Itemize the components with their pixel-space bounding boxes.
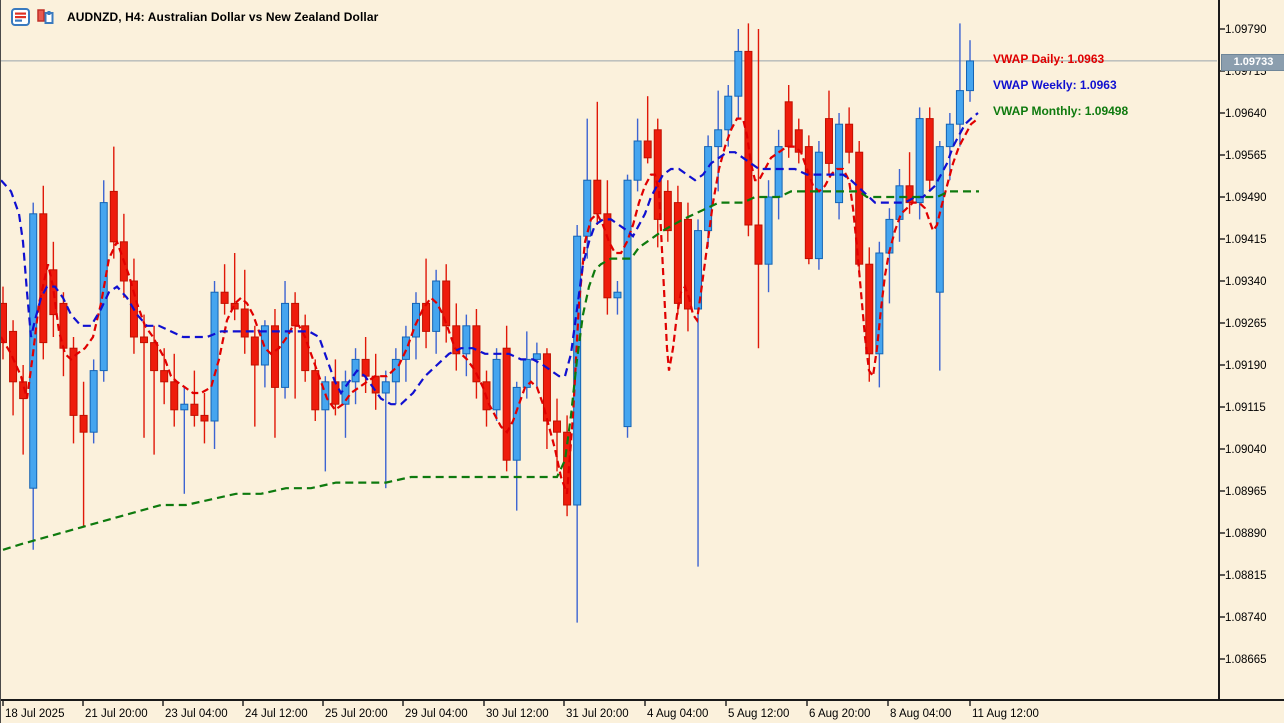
- svg-text:5 Aug 12:00: 5 Aug 12:00: [728, 708, 789, 720]
- svg-text:4 Aug 04:00: 4 Aug 04:00: [647, 708, 708, 720]
- svg-text:23 Jul 04:00: 23 Jul 04:00: [165, 708, 228, 720]
- vwap-monthly-label: VWAP Monthly: 1.09498: [993, 104, 1129, 118]
- svg-text:1.08740: 1.08740: [1225, 612, 1267, 624]
- svg-text:18 Jul 2025: 18 Jul 2025: [5, 708, 64, 720]
- vwap-legend: VWAP Daily: 1.0963 VWAP Weekly: 1.0963 V…: [993, 51, 1128, 129]
- svg-text:1.09640: 1.09640: [1225, 108, 1267, 120]
- svg-text:1.08665: 1.08665: [1225, 654, 1267, 666]
- svg-text:21 Jul 20:00: 21 Jul 20:00: [85, 708, 148, 720]
- svg-text:1.09265: 1.09265: [1225, 318, 1267, 330]
- svg-text:1.08815: 1.08815: [1225, 570, 1267, 582]
- chart-titlebar: AUDNZD, H4: Australian Dollar vs New Zea…: [11, 8, 378, 26]
- price-axis[interactable]: 1.097901.097151.096401.095651.094901.094…: [1218, 0, 1267, 700]
- svg-text:1.08965: 1.08965: [1225, 486, 1267, 498]
- svg-text:29 Jul 04:00: 29 Jul 04:00: [405, 708, 468, 720]
- svg-text:6 Aug 20:00: 6 Aug 20:00: [809, 708, 870, 720]
- time-axis[interactable]: 18 Jul 2025 21 Jul 20:00 23 Jul 04:00 24 Ju…: [1, 699, 1284, 720]
- current-price-badge: 1.09733: [1221, 54, 1284, 71]
- candles: [1, 23, 975, 623]
- svg-text:11 Aug 12:00: 11 Aug 12:00: [972, 708, 1039, 720]
- chart-title: AUDNZD, H4: Australian Dollar vs New Zea…: [67, 10, 379, 24]
- svg-text:1.09790: 1.09790: [1225, 24, 1267, 36]
- svg-text:24 Jul 12:00: 24 Jul 12:00: [245, 708, 308, 720]
- svg-text:8 Aug 04:00: 8 Aug 04:00: [890, 708, 951, 720]
- svg-text:30 Jul 12:00: 30 Jul 12:00: [486, 708, 549, 720]
- svg-text:25 Jul 20:00: 25 Jul 20:00: [325, 708, 388, 720]
- vwap-weekly-label: VWAP Weekly: 1.0963: [993, 78, 1117, 92]
- svg-text:1.09040: 1.09040: [1225, 444, 1267, 456]
- svg-text:1.09190: 1.09190: [1225, 360, 1267, 372]
- candlestick-chart-icon: [36, 8, 55, 26]
- svg-text:1.08890: 1.08890: [1225, 528, 1267, 540]
- quotes-list-icon: [11, 8, 30, 26]
- vwap-weekly-line: [1, 112, 979, 406]
- svg-text:1.09115: 1.09115: [1225, 402, 1266, 414]
- vwap-monthly-line: [2, 190, 979, 551]
- svg-text:1.09340: 1.09340: [1225, 276, 1267, 288]
- svg-text:1.09565: 1.09565: [1225, 150, 1267, 162]
- svg-text:1.09415: 1.09415: [1225, 234, 1267, 246]
- vwap-daily-label: VWAP Daily: 1.0963: [993, 52, 1105, 66]
- svg-text:1.09490: 1.09490: [1225, 192, 1267, 204]
- svg-text:31 Jul 20:00: 31 Jul 20:00: [566, 708, 629, 720]
